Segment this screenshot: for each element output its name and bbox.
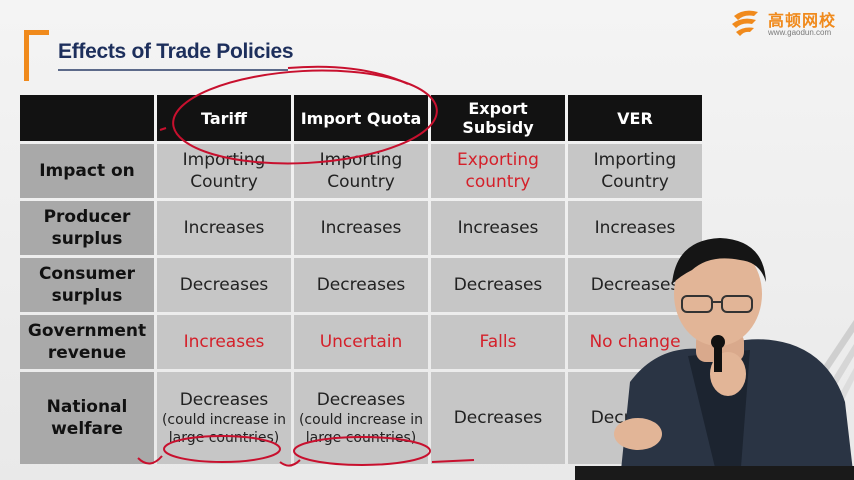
table-cell: Decreases (could increase in large countr… (294, 372, 428, 464)
cell-value: Decreases (316, 274, 406, 295)
row-label: Consumer surplus (20, 258, 154, 312)
table-cell: Decreases (431, 372, 565, 464)
cell-value: Importing Country (593, 149, 677, 192)
table-cell: Exporting country (431, 144, 565, 198)
cell-value: Importing Country (319, 149, 403, 192)
cell-note: (could increase in large countries) (298, 411, 424, 447)
cell-note: (could increase in large countries) (161, 411, 287, 447)
table-row: Consumer surplus Decreases Decreases Decrea… (20, 258, 702, 312)
table-cell: Importing Country (157, 144, 291, 198)
cell-value: Decreases (179, 274, 269, 295)
presenter-video-overlay (614, 238, 854, 480)
cell-value: Uncertain (319, 331, 403, 352)
row-label: Producer surplus (20, 201, 154, 255)
header-corner (20, 95, 154, 141)
header-ver: VER (568, 95, 702, 141)
table-cell: Decreases (294, 258, 428, 312)
table-row: Producer surplus Increases Increases Increa… (20, 201, 702, 255)
cell-value: No change (589, 331, 681, 352)
table-header-row: Tariff Import Quota Export Subsidy VER (20, 95, 702, 141)
cell-value: Decreases (590, 274, 680, 295)
cell-value: Increases (594, 217, 676, 238)
table-cell: Increases (431, 201, 565, 255)
table-cell: Uncertain (294, 315, 428, 369)
brand-logo: 高顿网校 www.gaodun.com (730, 4, 848, 42)
table-row: Impact on Importing Country Importing Coun… (20, 144, 702, 198)
cell-value: Decreases (179, 389, 269, 410)
cell-value: Falls (479, 331, 517, 352)
cell-value: Increases (320, 217, 402, 238)
table-cell: Falls (431, 315, 565, 369)
slide-title: Effects of Trade Policies (58, 40, 294, 63)
table-cell: Increases (294, 201, 428, 255)
cell-value: Decreases (453, 274, 543, 295)
cell-value: Increases (183, 217, 265, 238)
table-cell: Decreases (could increase in large countr… (157, 372, 291, 464)
table-row: Government revenue Increases Uncertain Fall… (20, 315, 702, 369)
table-cell: Increases (157, 315, 291, 369)
table-cell: Increases (157, 201, 291, 255)
table-cell: Importing Country (568, 144, 702, 198)
cell-value: Increases (183, 331, 265, 352)
logo-icon (732, 10, 758, 36)
table-cell: No change (568, 315, 702, 369)
cell-value: Decreases (453, 407, 543, 428)
logo-url: www.gaodun.com (768, 28, 832, 37)
title-bracket-decoration (24, 30, 49, 81)
table-cell: Decreases (157, 258, 291, 312)
cell-value: Increases (457, 217, 539, 238)
cell-value: Importing Country (182, 149, 266, 192)
table-cell: Importing Country (294, 144, 428, 198)
row-label: Impact on (20, 144, 154, 198)
table-cell: Decreases (431, 258, 565, 312)
title-underline (58, 69, 288, 71)
table-cell: Increases (568, 201, 702, 255)
row-label: Government revenue (20, 315, 154, 369)
podium (575, 466, 854, 480)
header-export-subsidy: Export Subsidy (431, 95, 565, 141)
cell-value: Decreases (316, 389, 406, 410)
logo-name: 高顿网校 (768, 11, 837, 30)
header-import-quota: Import Quota (294, 95, 428, 141)
header-tariff: Tariff (157, 95, 291, 141)
cell-value: Exporting country (457, 149, 539, 192)
row-label: National welfare (20, 372, 154, 464)
